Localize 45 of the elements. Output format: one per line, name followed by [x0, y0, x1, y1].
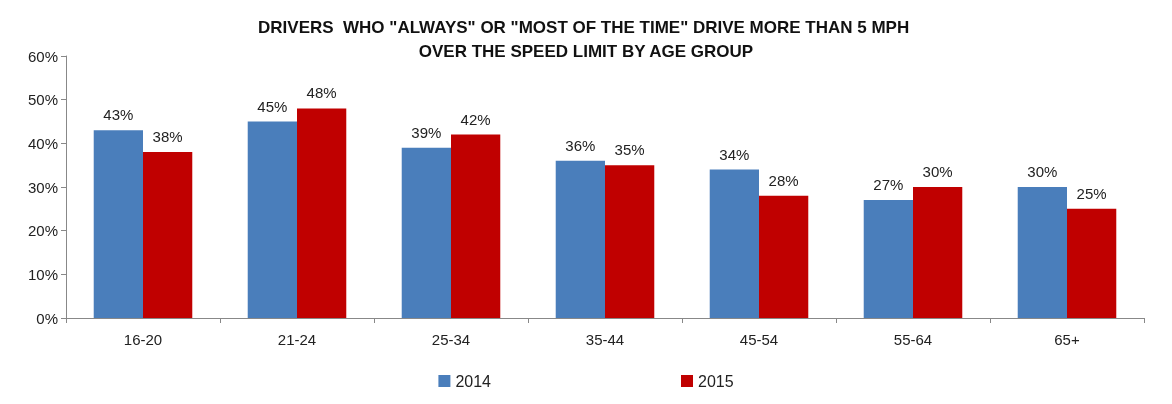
x-tick-label: 16-20 — [123, 331, 163, 348]
y-tick-label: 30% — [27, 178, 58, 196]
bar — [143, 152, 193, 318]
data-label: 30% — [1027, 163, 1058, 180]
bar — [247, 121, 297, 318]
chart-title: DRIVERS WHO "ALWAYS" OR "MOST OF THE TIME" DRIVE MORE THAN 5 MPH OVER THE SPEED LIMIT BY AGE GROUP — [258, 17, 914, 61]
bar — [863, 200, 913, 318]
data-label: 42% — [460, 110, 491, 128]
bar — [913, 187, 963, 318]
x-tick-label: 55-64 — [893, 331, 933, 348]
bar — [1017, 187, 1067, 318]
legend-label: 2015 — [698, 372, 734, 390]
bar — [451, 134, 501, 318]
bar — [759, 195, 809, 318]
bar — [401, 147, 451, 318]
bar — [605, 165, 655, 318]
y-tick-label: 10% — [27, 265, 58, 283]
x-tick-label: 45-54 — [739, 331, 779, 348]
y-tick-label: 20% — [27, 222, 58, 240]
bar — [555, 160, 605, 318]
bar — [93, 130, 143, 318]
x-tick-label: 65+ — [1054, 331, 1080, 348]
bar — [297, 108, 347, 318]
y-tick-label: 0% — [36, 309, 58, 327]
x-tick-label: 21-24 — [277, 331, 317, 348]
data-label: 34% — [719, 145, 750, 163]
data-label: 39% — [411, 123, 442, 141]
bar — [709, 169, 759, 318]
data-label: 43% — [103, 106, 134, 124]
data-label: 45% — [257, 97, 288, 115]
y-tick-label: 50% — [27, 91, 58, 109]
data-label: 36% — [565, 136, 596, 154]
data-label: 38% — [152, 128, 183, 146]
data-label: 48% — [306, 84, 337, 102]
data-label: 30% — [922, 163, 953, 180]
data-label: 35% — [614, 141, 645, 159]
x-tick-label: 25-34 — [431, 331, 471, 348]
x-tick-label: 35-44 — [585, 331, 625, 348]
data-label: 25% — [1076, 184, 1107, 202]
y-tick-label: 60% — [27, 47, 58, 65]
legend-label: 2014 — [455, 372, 492, 390]
data-label: 27% — [873, 176, 904, 194]
data-label: 28% — [768, 171, 799, 189]
y-tick-label: 40% — [27, 134, 58, 152]
bar — [1067, 208, 1117, 318]
